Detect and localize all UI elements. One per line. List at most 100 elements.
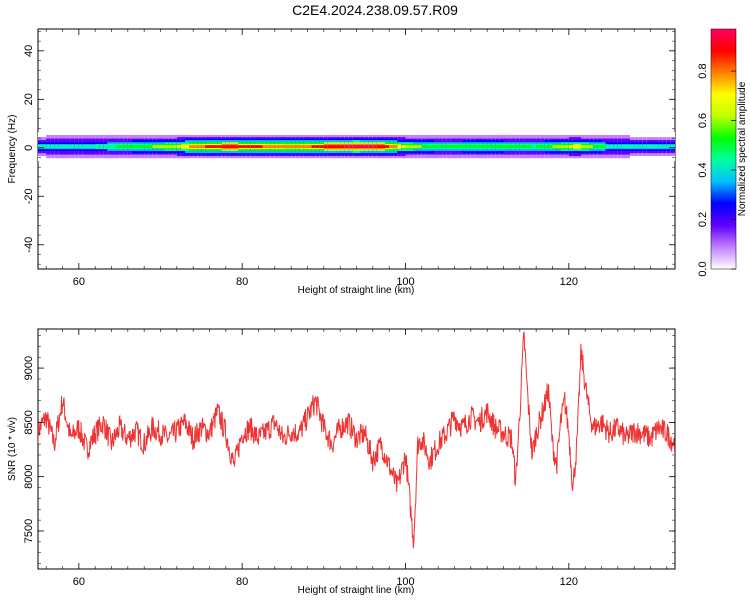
spectral-band-cell (303, 145, 308, 149)
spectral-band-cell (82, 145, 88, 149)
spectral-band-cell (74, 145, 80, 149)
spectral-band-cell (515, 145, 521, 149)
spectral-band-cell (42, 145, 47, 149)
spectral-band-cell (123, 145, 129, 149)
spectral-band-cell (250, 145, 255, 149)
spectral-band-cell (662, 145, 668, 149)
spectral-band-cell (658, 145, 664, 149)
spectral-band-cell (229, 145, 235, 149)
spectral-band-cell (213, 145, 219, 149)
spectral-band-cell (274, 145, 280, 149)
spectral-band-cell (495, 145, 500, 149)
spectral-band-cell (589, 145, 594, 149)
spectral-band-cell (638, 145, 643, 149)
spectral-band-cell (258, 145, 263, 149)
spectral-band-cell (597, 145, 602, 149)
spectral-band-cell (364, 145, 370, 149)
spectral-band-cell (368, 145, 374, 149)
spectral-band-cell (217, 145, 223, 149)
spectral-band-cell (348, 145, 353, 149)
spectral-band-cell (344, 145, 349, 149)
spectral-band-cell (397, 145, 402, 149)
spectral-band-cell (450, 145, 455, 149)
spectral-band-cell (242, 145, 247, 149)
spectral-band-cell (621, 145, 627, 149)
spectral-band-cell (352, 145, 357, 149)
colorbar: 0.0 0.2 0.4 0.6 0.8 Normalized spectral ampl… (697, 28, 748, 277)
snr-x-axis-label: Height of straight line (km) (298, 585, 415, 596)
spectral-band-cell (87, 145, 92, 149)
spectral-band-cell (617, 145, 623, 149)
spectral-band-cell (70, 145, 76, 149)
spectral-band-cell (613, 145, 619, 149)
spectral-band-cell (262, 145, 268, 149)
spectral-band-cell (156, 145, 161, 149)
spectral-band-cell (148, 145, 153, 149)
spectral-band-cell (572, 145, 578, 149)
spectral-band-cell (144, 145, 149, 149)
spectral-band-cell (421, 145, 427, 149)
spectral-band-cell (528, 145, 533, 149)
spectral-band-cell (487, 145, 492, 149)
spectral-band-cell (609, 145, 615, 149)
spectral-band-cell (479, 145, 484, 149)
spectral-band-cell (601, 145, 606, 149)
spectral-band-cell (205, 145, 210, 149)
y-tick-label: 8500 (23, 410, 35, 434)
spectral-band-cell (507, 145, 513, 149)
spectral-band-cell (556, 145, 562, 149)
spectral-band-cell (385, 145, 390, 149)
spectral-band-cell (466, 145, 472, 149)
spectrogram-panel: 60 80 100 120 -40 -20 0 20 40 Height of straight… (7, 28, 676, 296)
spectral-band-cell (650, 145, 655, 149)
spectral-band-cell (319, 145, 325, 149)
spectral-band-cell (54, 145, 59, 149)
spectral-band-cell (470, 145, 476, 149)
spectral-band-cell (185, 145, 190, 149)
spectral-band-cell (523, 145, 529, 149)
spectral-band-cell (630, 145, 635, 149)
spectral-band-cell (160, 145, 165, 149)
spectral-band-cell (642, 145, 647, 149)
colorbar-tick-label: 0.2 (697, 212, 709, 227)
spectral-band-cell (544, 145, 549, 149)
spectral-band-cell (417, 145, 423, 149)
spectral-band-cell (115, 145, 121, 149)
colorbar-tick-label: 0.4 (697, 162, 709, 177)
spectral-band-cell (91, 145, 96, 149)
spectral-band-cell (58, 145, 63, 149)
snr-ticks: 60 80 100 120 7500 8000 8500 9000 (23, 329, 675, 588)
colorbar-tick-label: 0.0 (697, 261, 709, 276)
spectrogram-y-axis-label: Frequency (Hz) (7, 115, 18, 184)
spectral-band-cell (323, 145, 329, 149)
x-tick-label: 120 (560, 576, 578, 588)
spectral-band-cell (111, 145, 116, 149)
spectral-band-cell (454, 145, 459, 149)
spectral-band-cell (234, 145, 239, 149)
spectral-band-cell (552, 145, 557, 149)
spectral-band-cell (176, 145, 182, 149)
spectral-band-cell (299, 145, 304, 149)
y-tick-label: 7500 (23, 519, 35, 543)
spectral-band-cell (189, 145, 194, 149)
snr-series-line (38, 330, 675, 549)
spectral-band-cell (95, 145, 100, 149)
spectral-band-cell (327, 145, 333, 149)
spectral-band-cell (62, 145, 67, 149)
spectral-band-cell (127, 145, 133, 149)
y-tick-label: 0 (23, 145, 35, 151)
spectral-band-cell (164, 145, 170, 149)
snr-frame (37, 328, 676, 570)
spectral-band-cell (376, 145, 382, 149)
spectral-band-cell (172, 145, 178, 149)
spectral-band-cell (201, 145, 206, 149)
spectral-band-cell (225, 145, 231, 149)
spectral-band-cell (246, 145, 251, 149)
snr-panel: 60 80 100 120 7500 8000 8500 9000 Height of str… (7, 328, 676, 596)
spectral-band-cell (332, 145, 337, 149)
spectrogram-x-axis-label: Height of straight line (km) (298, 285, 415, 296)
x-tick-label: 60 (73, 276, 85, 288)
spectral-band-cell (209, 145, 214, 149)
spectral-band-cell (532, 145, 537, 149)
